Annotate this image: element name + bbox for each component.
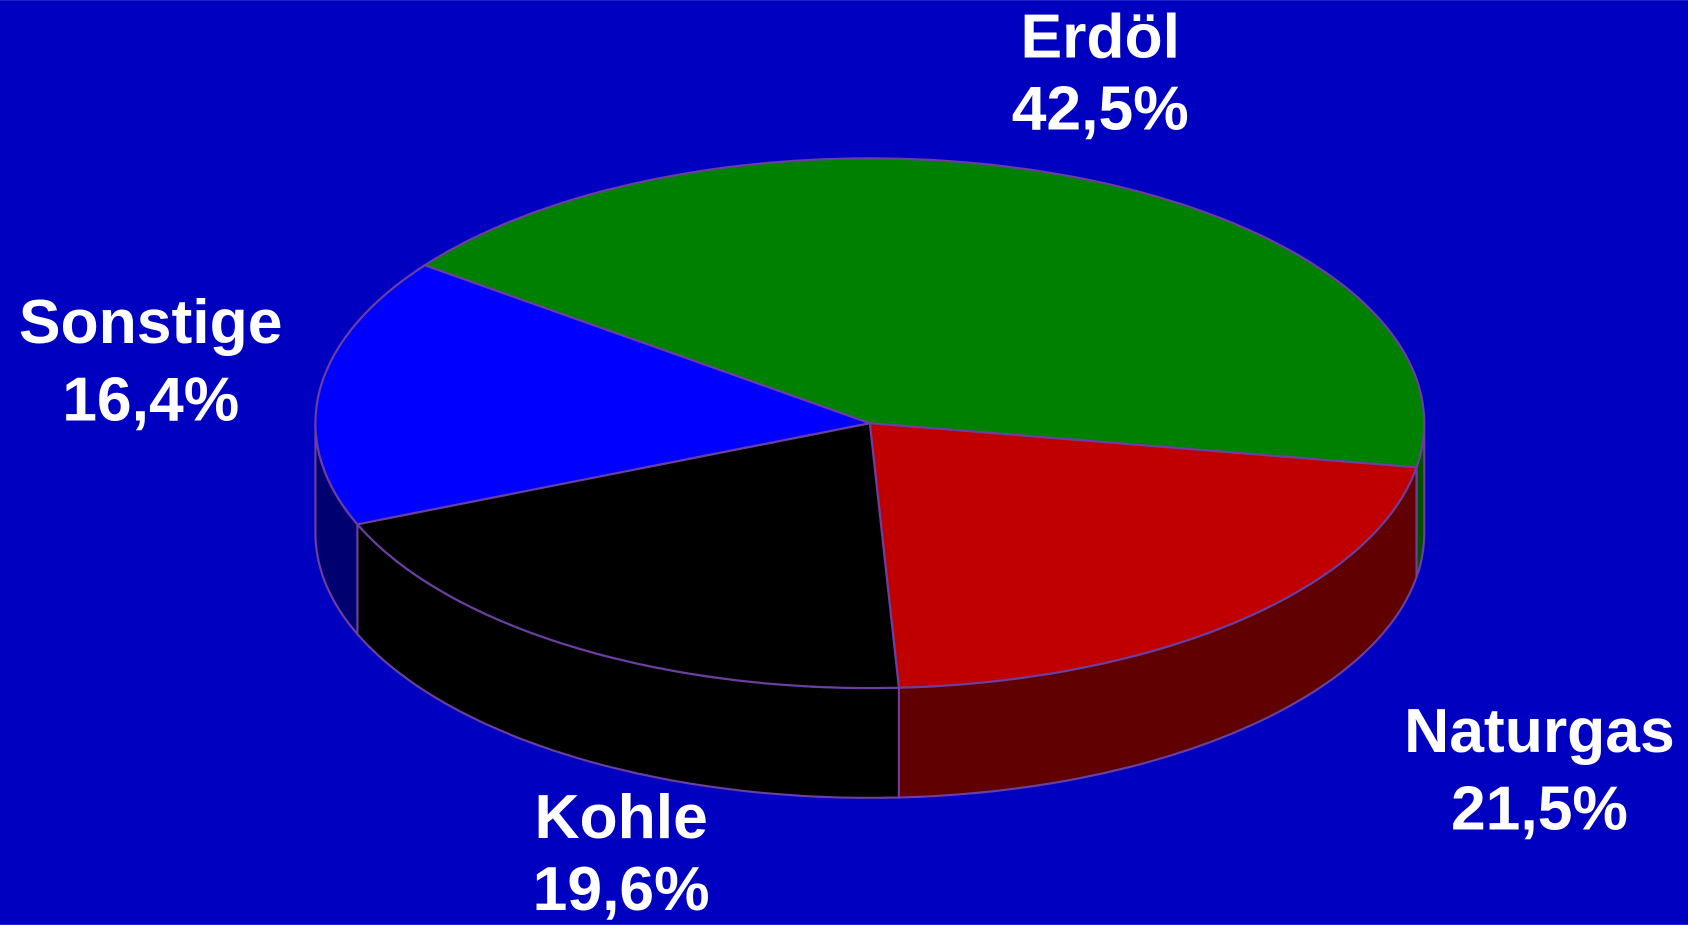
slice	[868, 422, 1419, 689]
slice	[314, 264, 874, 526]
slice	[355, 421, 901, 690]
slice-value: 42,5%	[1012, 74, 1189, 144]
slice-value: 16,4%	[62, 364, 239, 434]
pie	[314, 157, 1426, 799]
slice-value: 19,6%	[533, 854, 710, 924]
slice-name: Erdöl	[1020, 2, 1180, 72]
slice	[422, 157, 1426, 469]
slice-name: Sonstige	[19, 287, 283, 357]
slice-name: Naturgas	[1404, 696, 1675, 766]
slice-name: Kohle	[534, 782, 707, 852]
slice-value: 21,5%	[1451, 773, 1628, 843]
